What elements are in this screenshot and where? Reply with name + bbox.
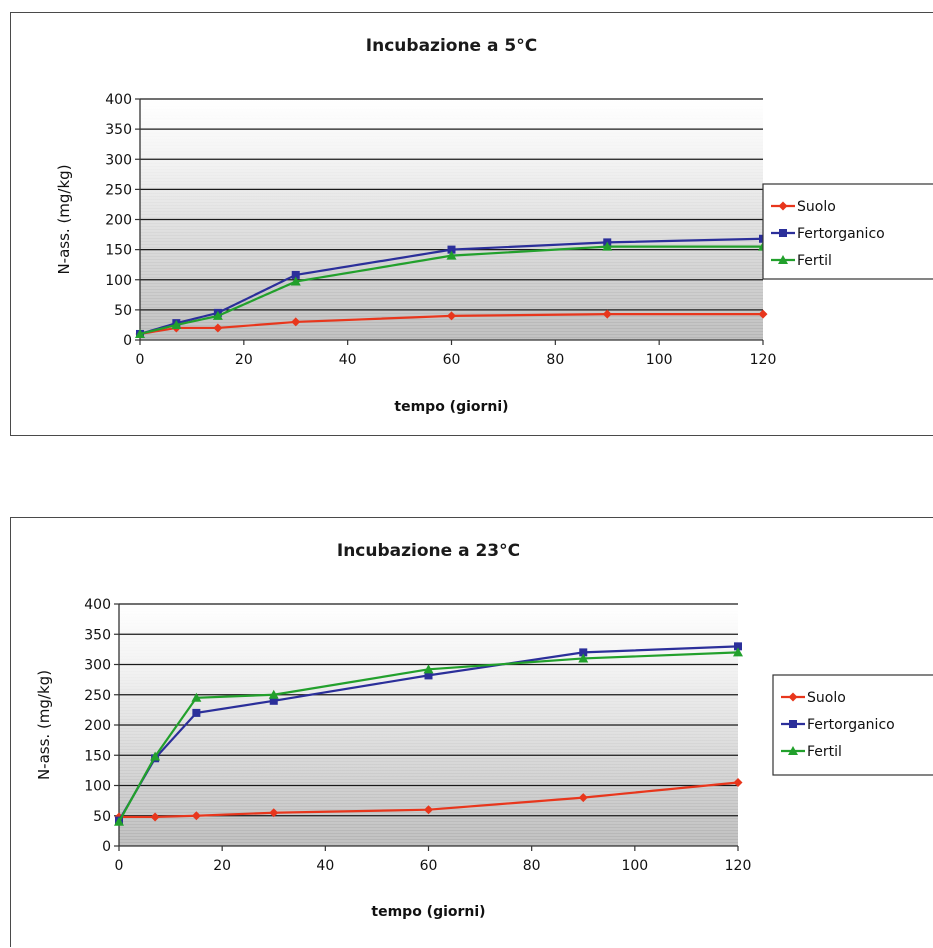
y-axis-label: N-ass. (mg/kg): [55, 164, 73, 274]
point-suolo-15: [213, 323, 223, 333]
legend-label-suolo: Suolo: [797, 199, 836, 215]
point-fertorganico-60: [424, 671, 433, 680]
legend-marker-fertorganico: [779, 229, 787, 237]
point-suolo-120: [733, 777, 743, 787]
x-tick-label-120: 120: [750, 352, 777, 368]
legend-label-fertil: Fertil: [797, 253, 832, 269]
chart-23c: 0 50 100 150 200 250 300 350 400 0 20 40 60 80 100 120 I…: [35, 541, 933, 920]
point-fertil-30: [290, 276, 301, 286]
y-tick-label-50: 50: [93, 809, 111, 825]
x-tick-label-120: 120: [725, 858, 752, 874]
point-fertil-0: [135, 328, 145, 338]
y-tick-label-150: 150: [84, 748, 111, 764]
legend-label-fertorganico: Fertorganico: [797, 226, 885, 242]
y-tick-label-400: 400: [84, 597, 111, 613]
point-fertil-60: [423, 664, 434, 674]
x-tick-label-20: 20: [213, 858, 231, 874]
x-tick-label-20: 20: [235, 352, 253, 368]
point-fertorganico-30: [269, 696, 278, 705]
x-tick-label-0: 0: [136, 352, 145, 368]
legend-marker-suolo: [778, 201, 788, 211]
x-axis-label: tempo (giorni): [371, 904, 485, 920]
y-axis-label: N-ass. (mg/kg): [35, 670, 53, 780]
x-tick-label-60: 60: [443, 352, 461, 368]
point-fertorganico-60: [447, 245, 456, 254]
chart-title: Incubazione a 5°C: [366, 36, 537, 56]
point-fertorganico-15: [192, 708, 201, 717]
point-fertil-30: [268, 689, 279, 699]
legend-box: [762, 183, 933, 280]
y-tick-label-200: 200: [105, 213, 132, 229]
x-tick-label-100: 100: [621, 858, 648, 874]
point-suolo-60: [424, 805, 433, 815]
y-tick-label-50: 50: [114, 303, 132, 319]
chart-title: Incubazione a 23°C: [337, 541, 520, 561]
chart-panel-5c: 0 50 100 150 200 250 300 350 400 0 20 40 60 80 100 120 I…: [10, 12, 933, 436]
point-fertil-7: [171, 319, 182, 329]
point-fertil-0: [114, 816, 124, 826]
chart-panel-23c: 0 50 100 150 200 250 300 350 400 0 20 40 60 80 100 120 I…: [10, 517, 933, 947]
y-tick-label-250: 250: [105, 182, 132, 198]
legend-marker-fertil: [788, 746, 798, 755]
point-suolo-120: [758, 309, 768, 319]
point-fertil-60: [446, 250, 457, 260]
x-tick-label-80: 80: [523, 858, 541, 874]
point-suolo-7: [150, 812, 160, 822]
y-tick-label-350: 350: [84, 627, 111, 643]
point-fertorganico-90: [579, 648, 588, 657]
point-fertil-7: [150, 751, 161, 761]
y-tick-label-400: 400: [105, 92, 132, 108]
chart-5c: 0 50 100 150 200 250 300 350 400 0 20 40 60 80 100 120 I…: [55, 36, 933, 415]
y-tick-label-150: 150: [105, 243, 132, 259]
legend-marker-suolo: [788, 692, 798, 702]
y-tick-label-300: 300: [105, 152, 132, 168]
y-tick-label-100: 100: [84, 779, 111, 795]
legend-label-fertil: Fertil: [807, 744, 842, 760]
x-axis-label: tempo (giorni): [394, 399, 508, 415]
point-fertil-90: [602, 241, 613, 251]
y-tick-label-250: 250: [84, 688, 111, 704]
point-fertorganico-120: [734, 642, 742, 651]
series-fertil: [114, 647, 743, 826]
point-fertil-90: [578, 653, 589, 663]
x-tick-label-0: 0: [115, 858, 124, 874]
legend-label-fertorganico: Fertorganico: [807, 717, 895, 733]
point-suolo-15: [191, 811, 201, 821]
x-tick-label-40: 40: [316, 858, 334, 874]
point-suolo-30: [269, 808, 279, 818]
y-tick-label-350: 350: [105, 122, 132, 138]
legend: Suolo Fertorganico Fertil: [762, 183, 933, 280]
point-fertil-120: [733, 647, 743, 657]
x-tick-label-60: 60: [420, 858, 438, 874]
legend-marker-fertorganico: [789, 720, 797, 728]
y-tick-label-300: 300: [84, 658, 111, 674]
point-suolo-90: [602, 309, 612, 319]
point-suolo-90: [578, 793, 588, 803]
x-tick-label-40: 40: [339, 352, 357, 368]
legend-label-suolo: Suolo: [807, 690, 846, 706]
y-tick-label-0: 0: [123, 333, 132, 349]
point-fertil-15: [191, 692, 202, 702]
x-tick-label-100: 100: [646, 352, 673, 368]
legend: Suolo Fertorganico Fertil: [772, 674, 933, 776]
legend-marker-fertil: [778, 255, 788, 264]
y-tick-label-100: 100: [105, 273, 132, 289]
point-suolo-30: [291, 317, 301, 327]
y-tick-label-0: 0: [102, 839, 111, 855]
point-fertorganico-30: [291, 270, 300, 279]
point-suolo-60: [447, 311, 456, 321]
x-tick-label-80: 80: [546, 352, 564, 368]
y-tick-label-200: 200: [84, 718, 111, 734]
point-fertil-15: [212, 310, 223, 320]
